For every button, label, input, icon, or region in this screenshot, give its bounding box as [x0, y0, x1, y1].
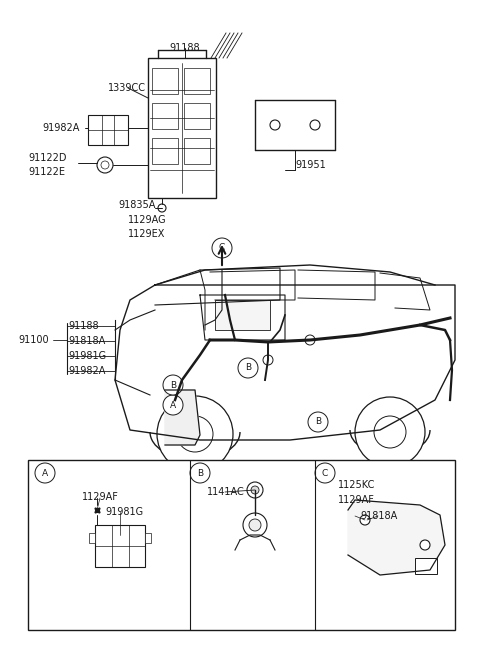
Circle shape — [247, 482, 263, 498]
Circle shape — [238, 358, 258, 378]
Circle shape — [158, 204, 166, 212]
Text: C: C — [322, 468, 328, 477]
Circle shape — [157, 396, 233, 472]
Text: 91818A: 91818A — [68, 336, 105, 346]
Polygon shape — [165, 390, 200, 445]
Text: B: B — [197, 468, 203, 477]
Text: 1125KC: 1125KC — [338, 480, 375, 490]
Text: 91981G: 91981G — [105, 507, 143, 517]
Text: B: B — [245, 364, 251, 373]
Bar — [88, 115, 128, 145]
Text: A: A — [42, 468, 48, 477]
Bar — [152, 103, 178, 129]
Circle shape — [305, 335, 315, 345]
Circle shape — [243, 513, 267, 537]
Circle shape — [315, 463, 335, 483]
Text: 91100: 91100 — [18, 335, 48, 345]
Text: 91188: 91188 — [170, 43, 200, 53]
Circle shape — [163, 375, 183, 395]
Text: 91122D: 91122D — [28, 153, 67, 163]
Circle shape — [163, 395, 183, 415]
Text: A: A — [170, 400, 176, 409]
Text: 91835A: 91835A — [118, 200, 156, 210]
Circle shape — [374, 416, 406, 448]
Bar — [152, 138, 178, 164]
Bar — [145, 533, 151, 543]
Circle shape — [101, 161, 109, 169]
Text: 91951: 91951 — [295, 160, 326, 170]
Circle shape — [97, 157, 113, 173]
Text: B: B — [315, 417, 321, 426]
Text: 91981G: 91981G — [68, 351, 106, 361]
Bar — [89, 533, 95, 543]
Bar — [95, 525, 145, 567]
Bar — [184, 68, 210, 94]
Text: 1129AG: 1129AG — [128, 215, 167, 225]
Circle shape — [190, 463, 210, 483]
Text: B: B — [170, 381, 176, 390]
Circle shape — [35, 463, 55, 483]
Text: 1129AF: 1129AF — [338, 495, 375, 505]
Bar — [215, 300, 270, 330]
Text: 91188: 91188 — [68, 321, 98, 331]
Circle shape — [308, 412, 328, 432]
Circle shape — [310, 120, 320, 130]
Bar — [415, 558, 437, 574]
Text: 91122E: 91122E — [28, 167, 65, 177]
Bar — [148, 58, 216, 198]
Bar — [184, 138, 210, 164]
Circle shape — [251, 486, 259, 494]
Text: 1129EX: 1129EX — [128, 229, 166, 239]
Polygon shape — [348, 500, 445, 575]
Circle shape — [249, 519, 261, 531]
Bar — [28, 460, 455, 630]
Bar — [152, 68, 178, 94]
Text: 1141AC: 1141AC — [207, 487, 245, 497]
Text: 1339CC: 1339CC — [108, 83, 146, 93]
Circle shape — [420, 540, 430, 550]
Text: 91982A: 91982A — [68, 366, 106, 376]
Circle shape — [360, 515, 370, 525]
Circle shape — [212, 238, 232, 258]
Circle shape — [355, 397, 425, 467]
Text: 1129AF: 1129AF — [82, 492, 119, 502]
Circle shape — [263, 355, 273, 365]
Text: C: C — [219, 244, 225, 252]
Text: 91982A: 91982A — [42, 123, 79, 133]
Circle shape — [270, 120, 280, 130]
Circle shape — [177, 416, 213, 452]
Bar — [184, 103, 210, 129]
Text: 91818A: 91818A — [360, 511, 397, 521]
